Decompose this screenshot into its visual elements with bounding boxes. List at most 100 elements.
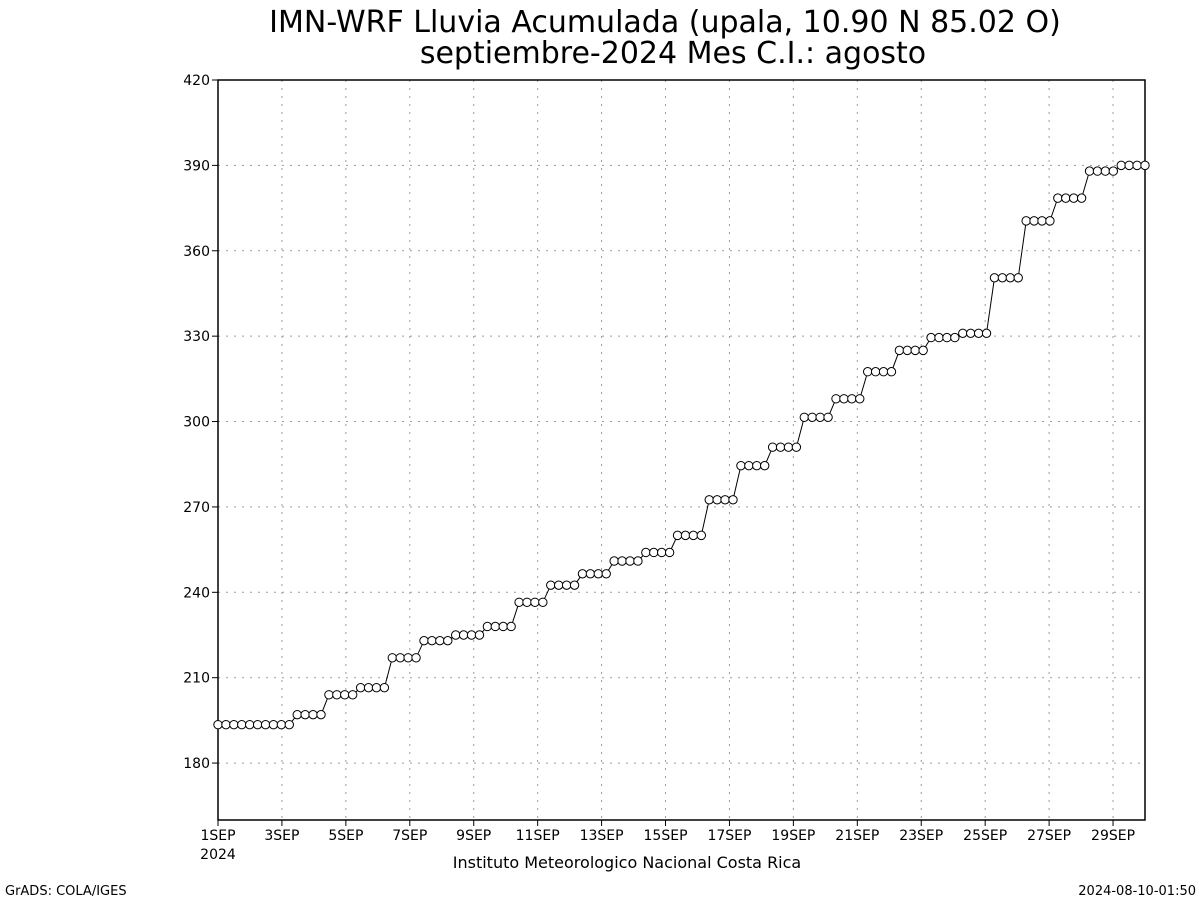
- data-point: [1053, 193, 1063, 203]
- data-point: [783, 442, 794, 452]
- data-point: [332, 690, 342, 700]
- data-point: [799, 412, 810, 422]
- data-point: [371, 682, 382, 693]
- software-credit: GrADS: COLA/IGES: [5, 884, 127, 899]
- data-point: [855, 394, 865, 404]
- data-point: [807, 412, 817, 422]
- data-point: [498, 621, 508, 632]
- data-point: [1029, 216, 1039, 226]
- data-point: [324, 690, 334, 700]
- data-point: [569, 580, 580, 590]
- data-point: [1076, 193, 1087, 203]
- data-point: [522, 597, 532, 607]
- data-point: [379, 682, 390, 693]
- data-point: [752, 460, 762, 471]
- y-tick-label: 360: [183, 244, 210, 260]
- data-point: [1132, 160, 1142, 171]
- data-point: [458, 630, 469, 640]
- data-point: [1061, 193, 1071, 203]
- data-point: [886, 367, 897, 377]
- data-point: [791, 442, 802, 452]
- data-point: [728, 495, 738, 505]
- grid-lines: [218, 80, 1145, 820]
- data-point: [355, 682, 366, 693]
- data-point: [633, 556, 643, 566]
- data-point: [435, 635, 445, 646]
- generated-timestamp: 2024-08-10-01:50: [1078, 884, 1196, 899]
- x-tick-label: 13SEP: [580, 828, 624, 844]
- data-point: [720, 495, 730, 505]
- data-point: [1005, 273, 1016, 283]
- data-point: [530, 597, 540, 607]
- data-point: [617, 556, 627, 566]
- x-tick-label: 3SEP: [264, 828, 299, 844]
- data-point: [514, 597, 524, 607]
- data-point: [775, 442, 786, 452]
- data-point: [973, 328, 984, 339]
- plot-frame: [217, 79, 1146, 821]
- data-point: [902, 345, 913, 356]
- data-point: [744, 460, 754, 471]
- data-point: [474, 630, 485, 640]
- x-tick-label: 7SEP: [392, 828, 427, 844]
- data-point: [989, 273, 1000, 283]
- data-point: [450, 630, 461, 640]
- data-point: [910, 345, 920, 356]
- data-point: [1013, 273, 1023, 283]
- data-point: [1100, 166, 1111, 176]
- data-point: [213, 719, 223, 730]
- data-point: [878, 367, 889, 377]
- data-point: [847, 394, 857, 404]
- x-tick-label: 25SEP: [963, 828, 1007, 844]
- y-tick-label: 330: [183, 329, 210, 345]
- y-tick-label: 270: [183, 500, 210, 516]
- data-point: [680, 530, 691, 541]
- x-tick-label: 27SEP: [1027, 828, 1071, 844]
- data-point: [403, 653, 413, 663]
- data-point: [1116, 160, 1126, 171]
- data-point: [981, 328, 992, 339]
- data-point: [252, 719, 263, 730]
- data-point: [1068, 193, 1079, 203]
- year-label: 2024: [200, 847, 236, 863]
- data-point: [506, 621, 516, 632]
- data-point: [918, 345, 928, 356]
- data-point: [561, 580, 572, 590]
- data-point: [577, 569, 588, 579]
- data-point: [870, 367, 881, 377]
- x-tick-label: 17SEP: [707, 828, 751, 844]
- data-point: [585, 569, 596, 579]
- data-point: [1140, 160, 1150, 171]
- data-point: [593, 569, 604, 579]
- data-point: [268, 719, 279, 730]
- data-point: [395, 653, 405, 663]
- y-tick-label: 300: [183, 415, 210, 431]
- data-point: [831, 394, 841, 404]
- data-point: [958, 328, 968, 339]
- data-point: [664, 547, 675, 558]
- data-point: [625, 556, 635, 566]
- data-point: [292, 709, 302, 720]
- data-point: [1124, 160, 1134, 171]
- data-point: [482, 621, 493, 632]
- series-accumulated-rainfall: [213, 160, 1150, 730]
- data-point: [934, 332, 944, 343]
- x-tick-label: 29SEP: [1091, 828, 1135, 844]
- chart-title: IMN-WRF Lluvia Acumulada (upala, 10.90 N…: [269, 5, 1061, 40]
- data-point: [950, 332, 960, 343]
- data-point: [712, 495, 722, 505]
- data-point: [641, 547, 651, 558]
- institution-label: Instituto Meteorologico Nacional Costa R…: [453, 853, 801, 872]
- data-point: [862, 367, 873, 377]
- data-point: [284, 719, 295, 730]
- x-tick-label: 11SEP: [516, 828, 560, 844]
- x-tick-label: 1SEP: [200, 828, 235, 844]
- data-point: [347, 690, 358, 700]
- data-point: [656, 547, 667, 558]
- data-point: [244, 719, 255, 730]
- data-point: [1037, 216, 1047, 226]
- data-point: [221, 719, 231, 730]
- data-point: [815, 412, 825, 422]
- data-point: [672, 530, 683, 541]
- data-point: [300, 709, 310, 720]
